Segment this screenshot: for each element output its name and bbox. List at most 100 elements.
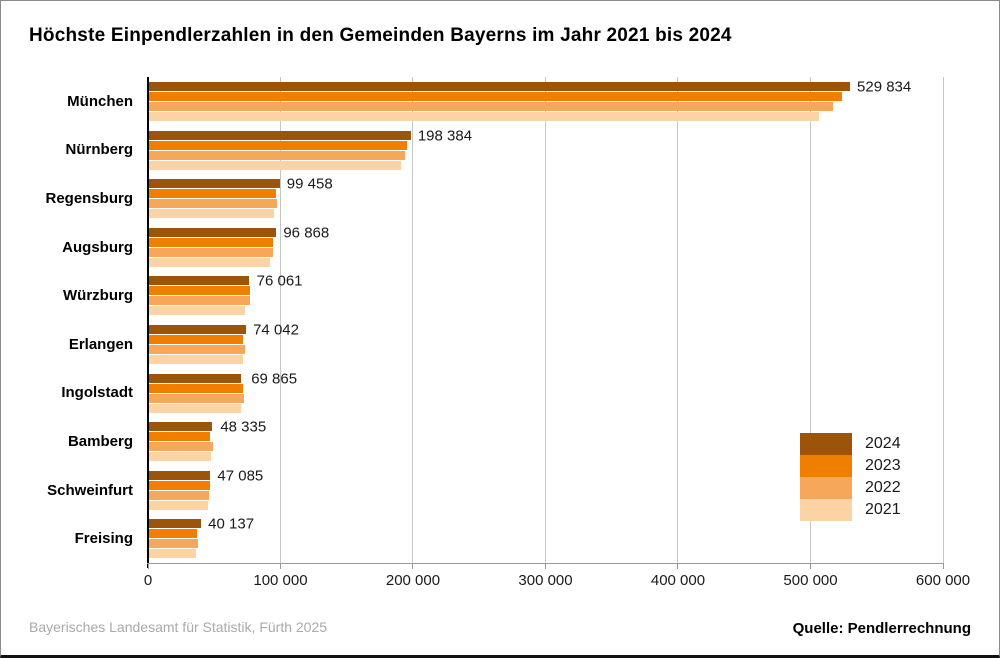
legend-row: 2023: [800, 455, 901, 477]
y-axis-label: Freising: [74, 530, 133, 548]
gridline: [545, 77, 546, 563]
y-axis-label: Regensburg: [45, 189, 133, 207]
y-axis-label: Ingolstadt: [61, 384, 133, 402]
legend-row: 2022: [800, 477, 901, 499]
gridline: [942, 77, 944, 563]
bar-Nürnberg-2022: [148, 150, 406, 160]
legend-label: 2021: [865, 501, 901, 518]
bar-München-2022: [148, 102, 834, 111]
x-tick-label: 0: [143, 572, 153, 589]
bar-Bamberg-2021: [148, 452, 212, 462]
bar-value-label: 99 458: [286, 175, 333, 193]
bar-Ingolstadt-2024: [148, 373, 241, 383]
bar-Regensburg-2024: [148, 179, 280, 189]
bar-Bamberg-2022: [148, 442, 214, 452]
x-axis-tick: [147, 563, 149, 569]
y-axis-label: München: [67, 92, 133, 110]
x-tick-label: 600 000: [915, 572, 971, 589]
y-axis-label: Nürnberg: [65, 141, 134, 159]
legend-row: 2021: [800, 499, 901, 521]
x-axis-tick: [942, 563, 944, 569]
legend: 2024 2023 2022 2021: [800, 433, 901, 521]
x-axis-tick: [677, 563, 679, 569]
bar-value-label: 198 384: [417, 127, 473, 145]
x-tick-label: 300 000: [518, 572, 573, 589]
legend-swatch-2021: [800, 499, 852, 521]
legend-label: 2022: [865, 479, 901, 496]
footer-source: Quelle: Pendlerrechnung: [792, 620, 971, 637]
bar-value-label: 74 042: [253, 321, 299, 339]
bar-value-label: 47 085: [217, 467, 264, 485]
y-axis-label: Schweinfurt: [47, 481, 133, 499]
footer-publisher: Bayerisches Landesamt für Statistik, Für…: [29, 619, 328, 635]
bar-Würzburg-2023: [148, 286, 250, 296]
bar-Regensburg-2023: [148, 189, 277, 199]
bar-Schweinfurt-2024: [148, 470, 211, 480]
bar-value-label: 96 868: [283, 224, 330, 242]
y-axis-label: Bamberg: [67, 432, 133, 450]
x-tick-label: 200 000: [385, 572, 441, 589]
bar-Erlangen-2023: [148, 335, 244, 344]
chart-title: Höchste Einpendlerzahlen in den Gemeinde…: [29, 25, 732, 46]
y-axis-label: Augsburg: [62, 238, 133, 256]
bar-value-label: 76 061: [256, 272, 303, 290]
bar-Erlangen-2024: [148, 325, 247, 334]
bar-Freising-2024: [148, 519, 202, 529]
bar-value-label: 40 137: [208, 515, 255, 533]
legend-label: 2023: [865, 457, 901, 474]
legend-swatch-2023: [800, 455, 852, 477]
gridline: [412, 77, 414, 563]
bar-Regensburg-2022: [148, 199, 278, 209]
legend-swatch-2024: [800, 433, 852, 455]
x-axis-tick-labels: 0 100 000 200 000 300 000 400 000 500 000 600 …: [144, 572, 970, 592]
bar-Nürnberg-2024: [148, 130, 411, 140]
bar-Freising-2023: [148, 529, 197, 539]
x-tick-label: 500 000: [783, 572, 838, 589]
gridline: [677, 77, 679, 563]
bar-Ingolstadt-2023: [148, 383, 244, 393]
bar-Augsburg-2022: [148, 247, 273, 257]
bar-Erlangen-2022: [148, 345, 246, 354]
bar-value-label: 48 335: [220, 418, 267, 436]
bar-Würzburg-2024: [148, 276, 249, 286]
bar-Schweinfurt-2023: [148, 480, 211, 490]
x-axis-ticks: [147, 563, 944, 569]
gridline: [279, 77, 281, 563]
x-axis-tick: [412, 563, 414, 569]
bar-value-label: 69 865: [251, 370, 298, 388]
plot-area: 529 834 198 384 99 458 96 868 76 061 74 042 69…: [148, 77, 944, 563]
bar-Augsburg-2021: [148, 257, 271, 267]
bar-Würzburg-2022: [148, 296, 250, 306]
bar-Bamberg-2023: [148, 432, 211, 442]
bar-Bamberg-2024: [148, 422, 213, 432]
gridline: [810, 77, 811, 563]
bar-Freising-2022: [148, 539, 198, 549]
y-axis-label: Würzburg: [63, 287, 133, 305]
x-axis-tick: [279, 563, 281, 569]
y-axis-line: [147, 77, 149, 568]
bar-Ingolstadt-2021: [148, 403, 242, 413]
bar-Schweinfurt-2022: [148, 490, 209, 500]
bar-Würzburg-2021: [148, 306, 246, 316]
legend-label: 2024: [865, 435, 901, 452]
bar-Regensburg-2021: [148, 209, 275, 219]
bar-Erlangen-2021: [148, 355, 244, 364]
y-axis-labels: München Nürnberg Regensburg Augsburg Würzbur…: [1, 77, 133, 563]
y-axis-label: Erlangen: [68, 335, 133, 353]
bar-München-2024: [148, 82, 851, 91]
x-tick-label: 400 000: [650, 572, 706, 589]
bar-Schweinfurt-2021: [148, 500, 208, 510]
x-axis-tick: [810, 563, 811, 569]
bar-Augsburg-2024: [148, 227, 277, 237]
bar-Nürnberg-2023: [148, 140, 408, 150]
legend-swatch-2022: [800, 477, 852, 499]
bar-Freising-2021: [148, 549, 196, 559]
x-tick-label: 100 000: [253, 572, 308, 589]
bar-Augsburg-2023: [148, 237, 273, 247]
bar-Ingolstadt-2022: [148, 393, 245, 403]
bar-value-label: 529 834: [857, 78, 912, 96]
bar-Nürnberg-2021: [148, 160, 402, 170]
x-axis-tick: [545, 563, 546, 569]
legend-row: 2024: [800, 433, 901, 455]
